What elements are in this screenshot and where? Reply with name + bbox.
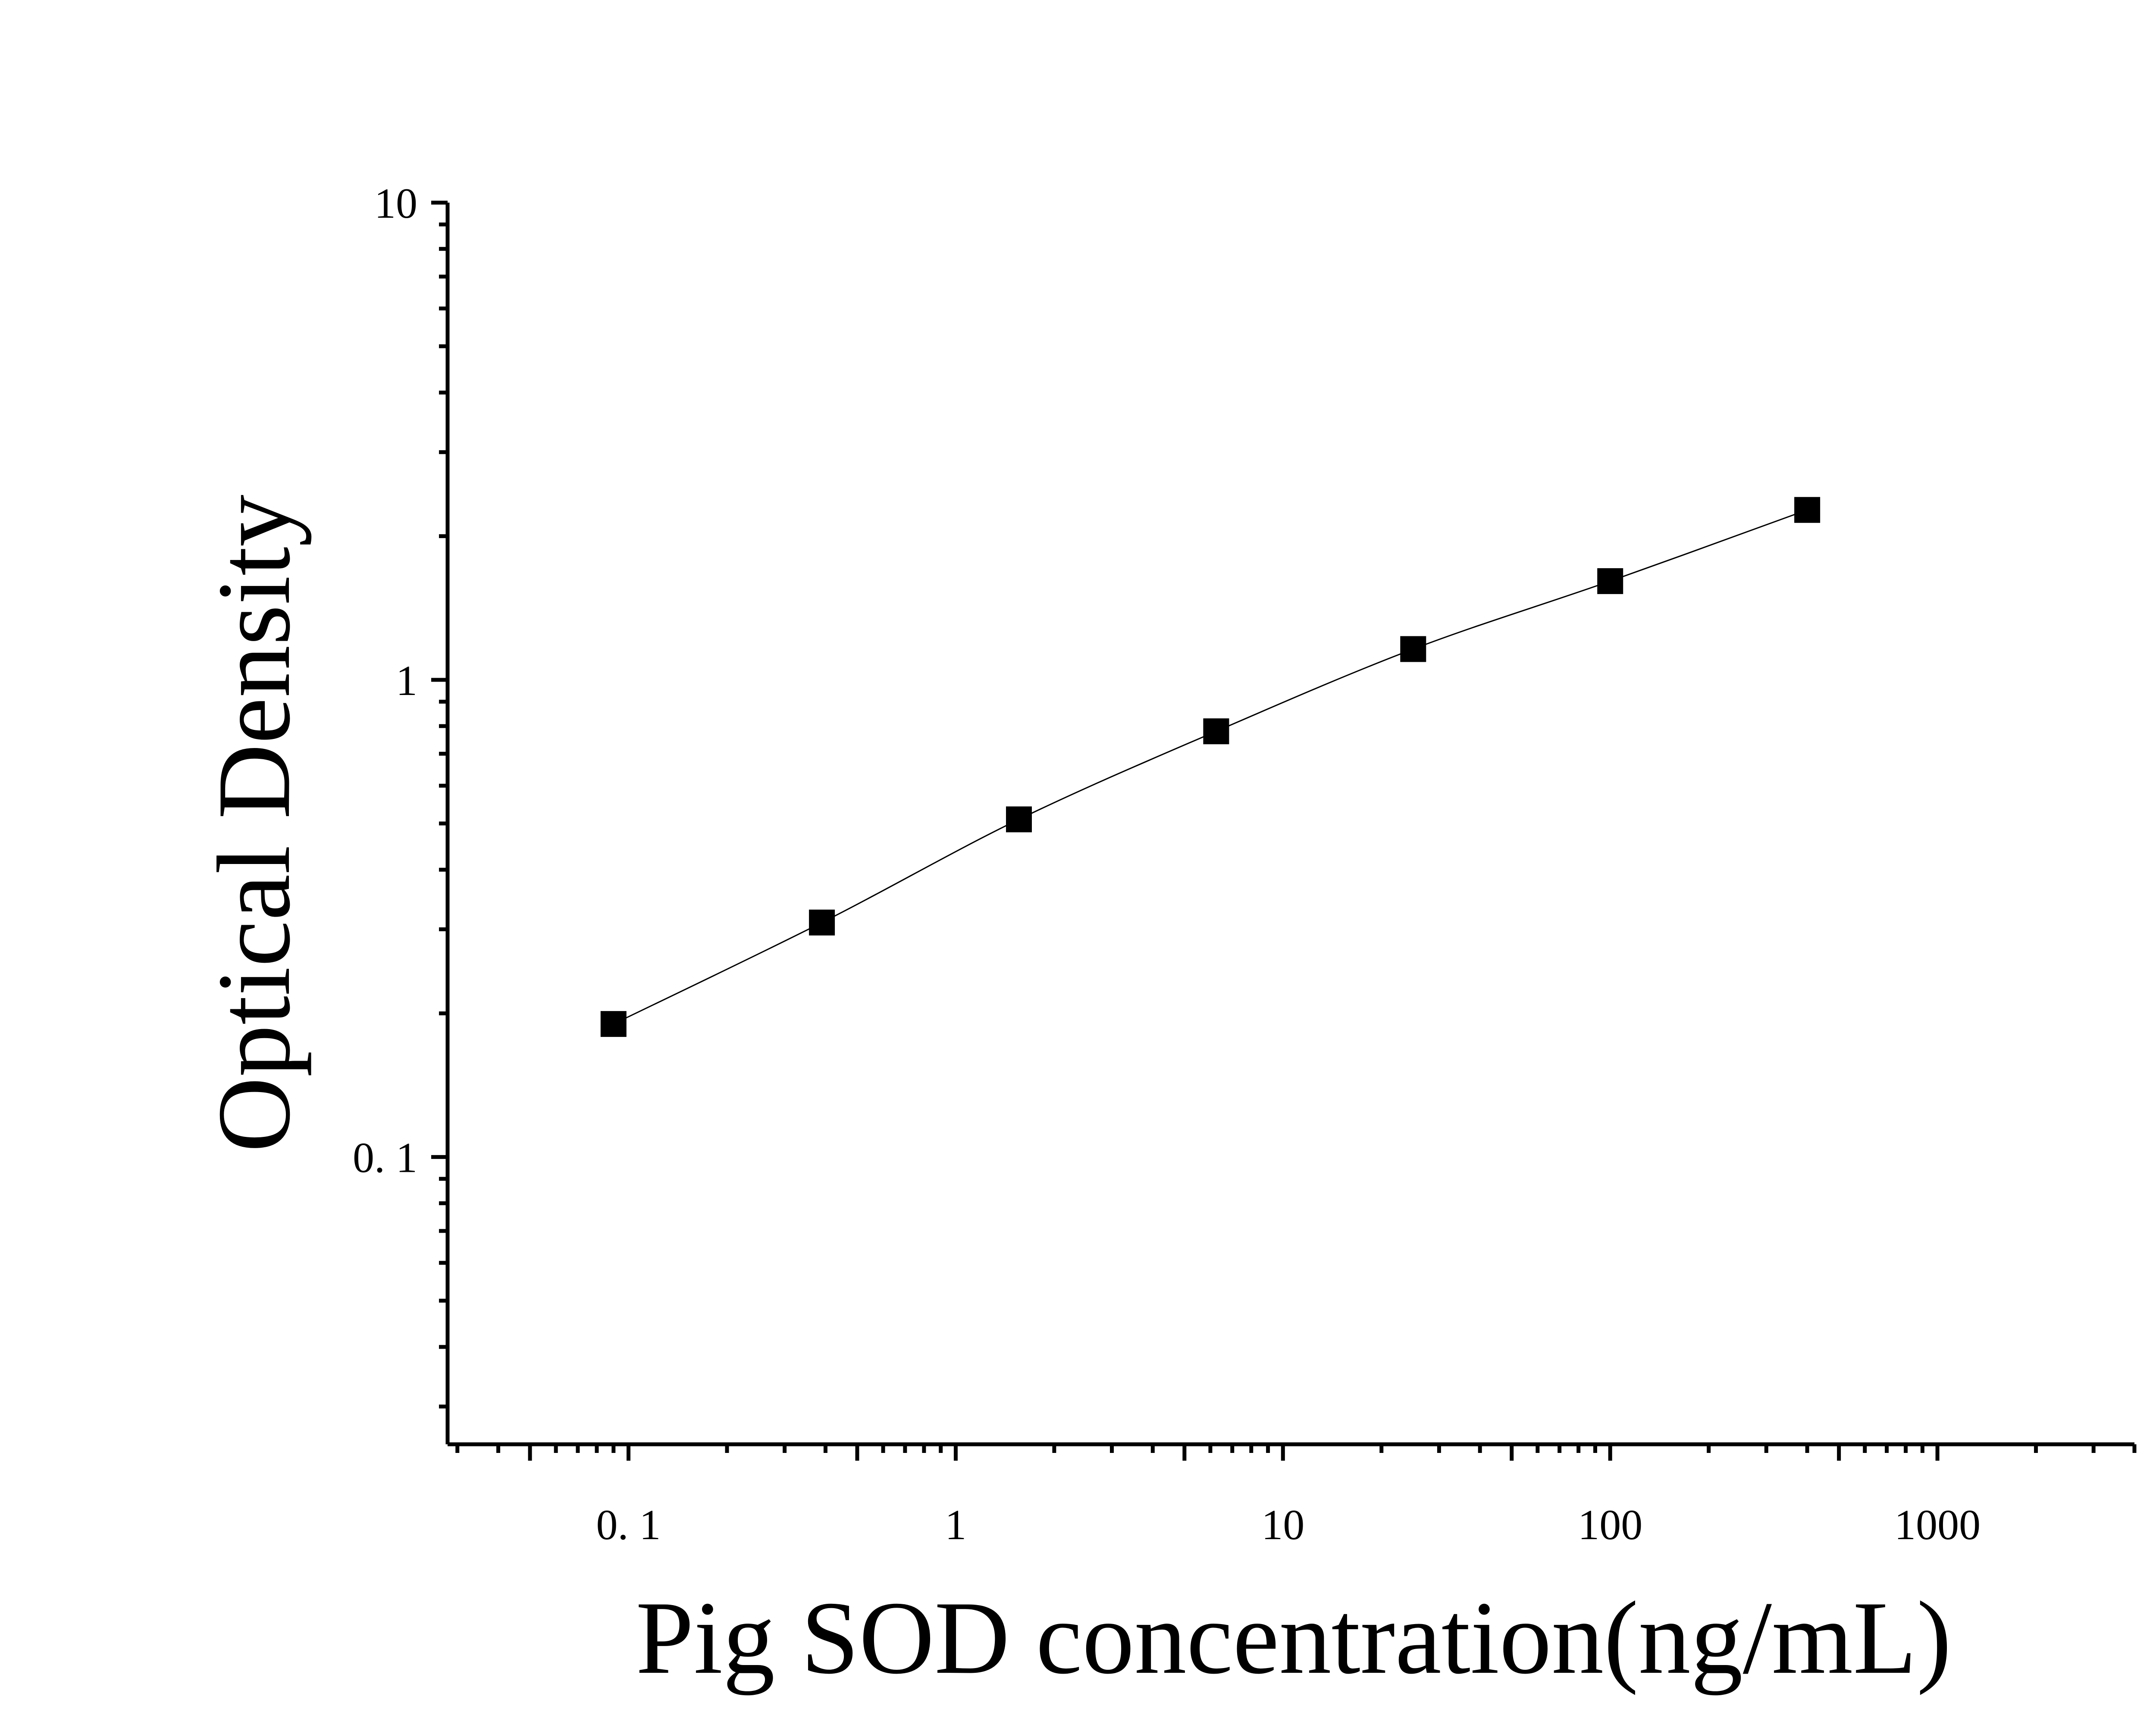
data-point [600,1011,627,1037]
fit-curve-layer [613,509,1808,1025]
data-point [809,909,835,936]
axes [445,203,2134,1446]
data-point [1006,806,1032,833]
data-point [1597,568,1623,594]
y-tick-label: 1 [396,657,417,704]
x-tick-label: 1 [945,1501,966,1549]
y-tick-label: 0. 1 [353,1134,417,1182]
y-tick-label: 10 [374,179,417,227]
ticks [431,200,2137,1461]
x-tick-label: 0. 1 [596,1501,661,1549]
data-point [1203,718,1229,745]
tick-labels: 0. 1 1 10 100 1000 0. 1 1 10 [353,179,1981,1549]
x-tick-label: 100 [1578,1501,1642,1549]
x-tick-label: 1000 [1894,1501,1981,1549]
fit-curve [613,509,1808,1025]
data-point [1400,636,1426,662]
y-axis-label: Optical Density [196,495,312,1152]
data-markers [600,497,1821,1037]
data-point [1794,497,1821,523]
x-tick-label: 10 [1261,1501,1304,1549]
x-axis-label: Pig SOD concentration(ng/mL) [636,1580,1951,1696]
